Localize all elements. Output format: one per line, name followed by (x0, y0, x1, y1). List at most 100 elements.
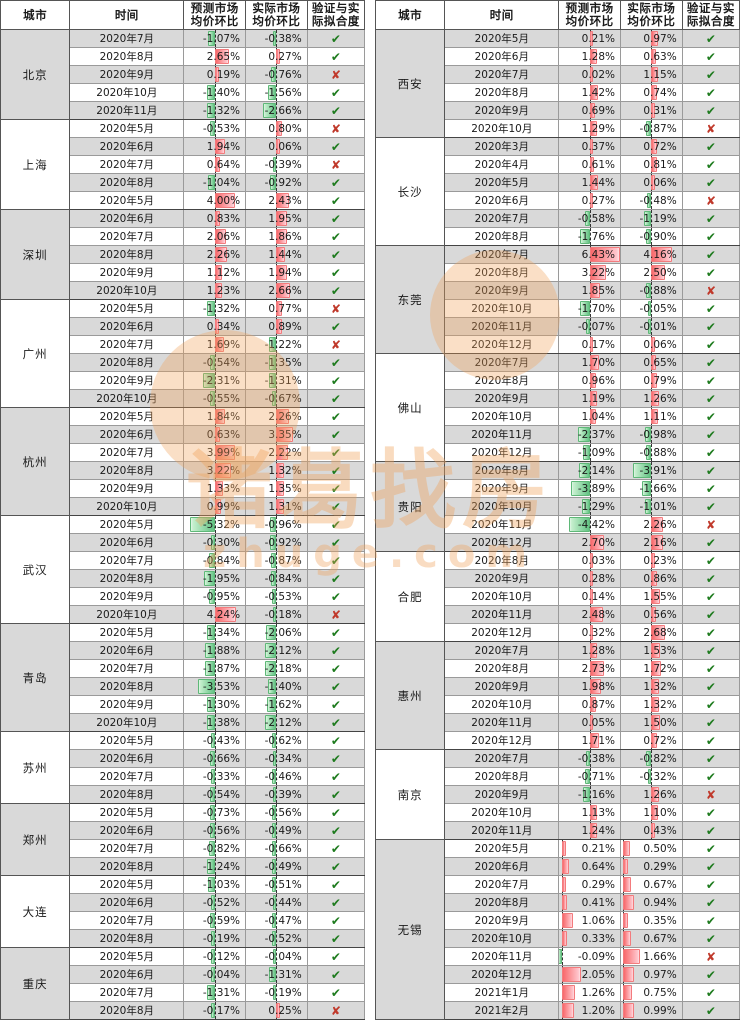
table-row: 西安 2020年5月 0.21% 0.97% ✔ (374, 29, 740, 138)
value-text: 2.65% (206, 50, 241, 63)
zero-axis (589, 426, 591, 443)
value-cell: -0.04% (183, 965, 247, 984)
value-text: 0.14% (581, 590, 616, 603)
time-cell: 2020年8月 (69, 173, 185, 192)
value-cell: 1.19% (558, 389, 622, 408)
value-cell: 2.66% (245, 281, 308, 300)
time-cell: 2020年7月 (69, 551, 185, 570)
check-icon: ✔ (306, 857, 366, 876)
value-cell: 3.35% (245, 425, 308, 444)
value-cell: 1.71% (558, 731, 622, 750)
zero-axis (276, 354, 278, 371)
value-text: 0.29% (581, 878, 616, 891)
value-text: 0.87% (581, 698, 616, 711)
value-text: 0.79% (643, 374, 677, 387)
value-cell: 0.17% (558, 335, 622, 354)
value-text: 1.29% (581, 122, 616, 135)
value-cell: -0.30% (183, 533, 247, 552)
check-icon: ✔ (681, 155, 740, 174)
table-row: 无锡 2020年5月 0.21% 0.50% ✔ (374, 839, 740, 1020)
value-cell: 0.75% (620, 983, 683, 1002)
time-cell: 2020年9月 (444, 911, 560, 930)
value-cell: 0.97% (620, 29, 683, 48)
value-cell: 1.94% (183, 137, 247, 156)
value-cell: -0.87% (620, 119, 683, 138)
time-cell: 2020年9月 (69, 587, 185, 606)
value-text: 1.10% (643, 806, 677, 819)
value-text: 1.32% (643, 698, 677, 711)
positive-data-bar (561, 913, 573, 928)
time-cell: 2020年10月 (444, 407, 560, 426)
check-icon: ✔ (681, 587, 740, 606)
value-text: 2.06% (206, 230, 241, 243)
value-text: 3.22% (581, 266, 616, 279)
zero-axis (651, 498, 653, 515)
check-icon: ✔ (681, 371, 740, 390)
value-cell: 1.85% (558, 281, 622, 300)
check-icon: ✔ (306, 227, 366, 246)
cross-icon: ✘ (681, 515, 740, 534)
value-cell: -0.67% (245, 389, 308, 408)
value-cell: -1.32% (183, 299, 247, 318)
check-icon: ✔ (306, 461, 366, 480)
zero-axis (276, 732, 278, 749)
zero-axis (651, 120, 653, 137)
value-text: 3.99% (206, 446, 241, 459)
value-cell: 0.65% (620, 353, 683, 372)
time-cell: 2020年8月 (69, 929, 185, 948)
zero-axis (623, 840, 625, 857)
value-text: -1.40% (264, 680, 302, 693)
time-cell: 2020年10月 (69, 83, 185, 102)
value-cell: -3.91% (620, 461, 683, 480)
zero-axis (214, 354, 216, 371)
zero-axis (276, 534, 278, 551)
zero-axis (589, 300, 591, 317)
value-text: 1.94% (268, 266, 302, 279)
value-text: -0.43% (202, 734, 241, 747)
value-cell: -2.18% (245, 659, 308, 678)
value-text: -0.47% (264, 914, 302, 927)
value-cell: -1.30% (183, 695, 247, 714)
table-row: 2020年8月 -0.54% -1.35% ✔ (1, 353, 366, 372)
value-text: 0.56% (643, 608, 677, 621)
time-cell: 2020年7月 (69, 983, 185, 1002)
check-icon: ✔ (681, 605, 740, 624)
value-text: -1.87% (202, 662, 241, 675)
check-icon: ✔ (306, 713, 366, 732)
city-cell: 上海 (0, 119, 71, 210)
value-cell: 1.66% (620, 947, 683, 966)
value-text: -2.37% (577, 428, 616, 441)
value-cell: 0.14% (558, 587, 622, 606)
value-text: 3.22% (206, 464, 241, 477)
table-row: 东莞 2020年7月 6.43% 4.16% ✔ (374, 245, 740, 354)
value-text: -0.51% (264, 878, 302, 891)
value-text: 1.19% (581, 392, 616, 405)
value-text: 0.41% (581, 896, 616, 909)
table-row: 2020年8月 0.96% 0.79% ✔ (375, 371, 740, 390)
value-cell: -1.24% (183, 857, 247, 876)
value-text: 1.20% (581, 1004, 616, 1017)
time-cell: 2020年8月 (69, 569, 185, 588)
time-cell: 2020年11月 (444, 317, 560, 336)
value-text: -0.07% (577, 320, 616, 333)
value-text: 0.97% (643, 32, 677, 45)
time-cell: 2020年5月 (444, 173, 560, 192)
value-text: 0.25% (268, 1004, 302, 1017)
city-cell: 青岛 (0, 623, 71, 732)
table-row: 2020年9月 -0.95% -0.53% ✔ (1, 587, 366, 606)
value-cell: 0.72% (620, 137, 683, 156)
time-cell: 2020年10月 (444, 803, 560, 822)
value-cell: 0.05% (558, 713, 622, 732)
check-icon: ✔ (681, 227, 740, 246)
check-icon: ✔ (681, 767, 740, 786)
zero-axis (214, 588, 216, 605)
time-cell: 2020年7月 (444, 749, 560, 768)
value-cell: 2.26% (245, 407, 308, 426)
check-icon: ✔ (306, 479, 366, 498)
check-icon: ✔ (681, 47, 740, 66)
zero-axis (276, 606, 278, 623)
value-cell: 2.70% (558, 533, 622, 552)
value-text: -2.12% (264, 716, 302, 729)
value-text: 0.67% (643, 932, 677, 945)
time-cell: 2020年3月 (444, 137, 560, 156)
